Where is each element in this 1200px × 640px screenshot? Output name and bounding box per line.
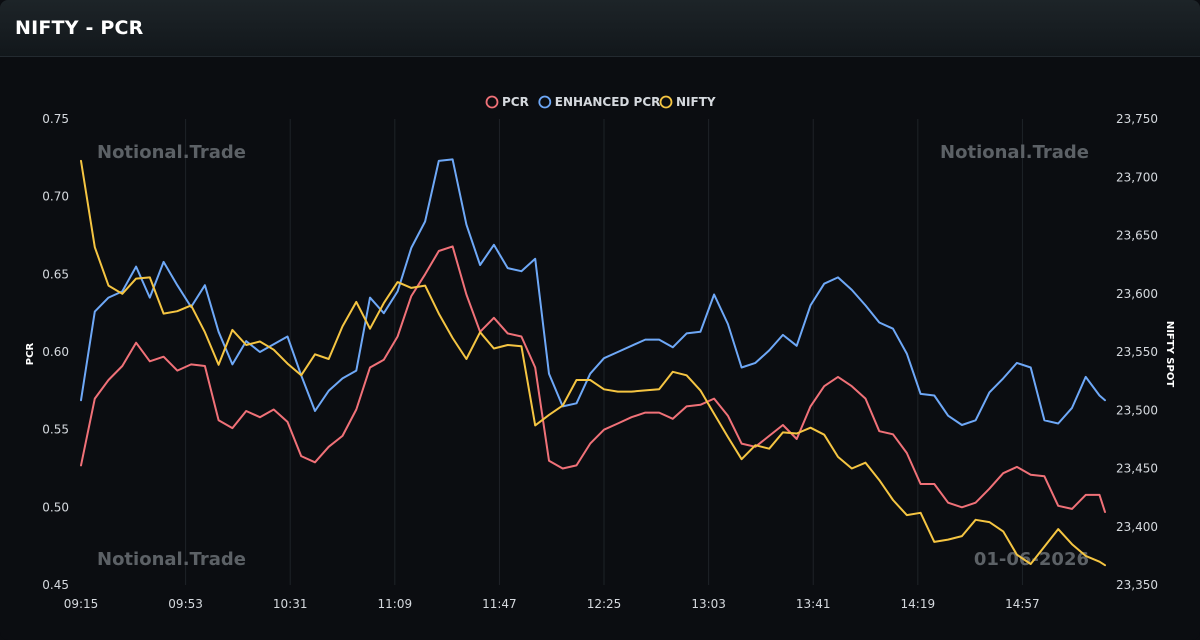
y2-tick-label: 23,350 xyxy=(1116,578,1158,592)
panel-header: NIFTY - PCR xyxy=(0,0,1200,57)
legend-marker-nifty xyxy=(659,95,673,109)
legend-marker-enhanced-pcr xyxy=(538,95,552,109)
y-tick-label: 0.65 xyxy=(42,267,69,281)
pcr-series-line xyxy=(80,245,1106,513)
x-tick-label: 09:15 xyxy=(64,597,99,611)
x-tick-label: 12:25 xyxy=(587,597,622,611)
x-tick-label: 14:19 xyxy=(901,597,936,611)
y-tick-label: 0.70 xyxy=(42,190,69,204)
watermark-top-right: Notional.Trade xyxy=(940,142,1089,163)
watermark-top-left: Notional.Trade xyxy=(97,142,246,163)
x-tick-label: 11:47 xyxy=(482,597,517,611)
y-tick-label: 0.60 xyxy=(42,345,69,359)
watermark-date: 01-06-2026 xyxy=(974,549,1089,570)
legend-label-pcr: PCR xyxy=(502,95,529,109)
legend-label-enhanced-pcr: ENHANCED PCR xyxy=(555,95,661,109)
y2-tick-label: 23,400 xyxy=(1116,520,1158,534)
nifty-series-line xyxy=(80,159,1106,567)
y-tick-label: 0.50 xyxy=(42,500,69,514)
x-tick-label: 10:31 xyxy=(273,597,308,611)
x-tick-label: 13:03 xyxy=(691,597,726,611)
page-title: NIFTY - PCR xyxy=(15,17,144,39)
x-tick-label: 09:53 xyxy=(168,597,203,611)
legend-marker-pcr xyxy=(485,95,499,109)
legend-item-nifty: NIFTY xyxy=(659,95,716,109)
y2-tick-label: 23,550 xyxy=(1116,345,1158,359)
y2-tick-label: 23,450 xyxy=(1116,462,1158,476)
y2-tick-label: 23,700 xyxy=(1116,170,1158,184)
watermark-layer: Notional.Trade Notional.Trade Notional.T… xyxy=(97,142,1089,570)
grid-layer xyxy=(185,119,1023,585)
y-tick-label: 0.45 xyxy=(42,578,69,592)
y2-tick-label: 23,600 xyxy=(1116,287,1158,301)
y2-tick-label: 23,500 xyxy=(1116,403,1158,417)
legend: PCR ENHANCED PCR NIFTY xyxy=(485,95,716,109)
legend-item-enhanced-pcr: ENHANCED PCR xyxy=(538,95,661,109)
watermark-bottom-left: Notional.Trade xyxy=(97,549,246,570)
series-layer xyxy=(80,158,1106,567)
x-tick-label: 11:09 xyxy=(378,597,413,611)
legend-item-pcr: PCR xyxy=(485,95,529,109)
legend-label-nifty: NIFTY xyxy=(676,95,716,109)
y2-axis-label: NIFTY SPOT xyxy=(1164,321,1175,387)
y2-tick-label: 23,650 xyxy=(1116,229,1158,243)
y2-tick-label: 23,750 xyxy=(1116,112,1158,126)
y-tick-label: 0.75 xyxy=(42,112,69,126)
enhanced-pcr-series-line xyxy=(80,158,1106,426)
x-tick-label: 13:41 xyxy=(796,597,831,611)
x-tick-label: 14:57 xyxy=(1005,597,1040,611)
y-axis-label: PCR xyxy=(25,343,36,366)
y-tick-label: 0.55 xyxy=(42,423,69,437)
axis-layer: 09:15 09:53 10:31 11:09 11:47 12:25 13:03 13:41… xyxy=(42,112,1158,611)
